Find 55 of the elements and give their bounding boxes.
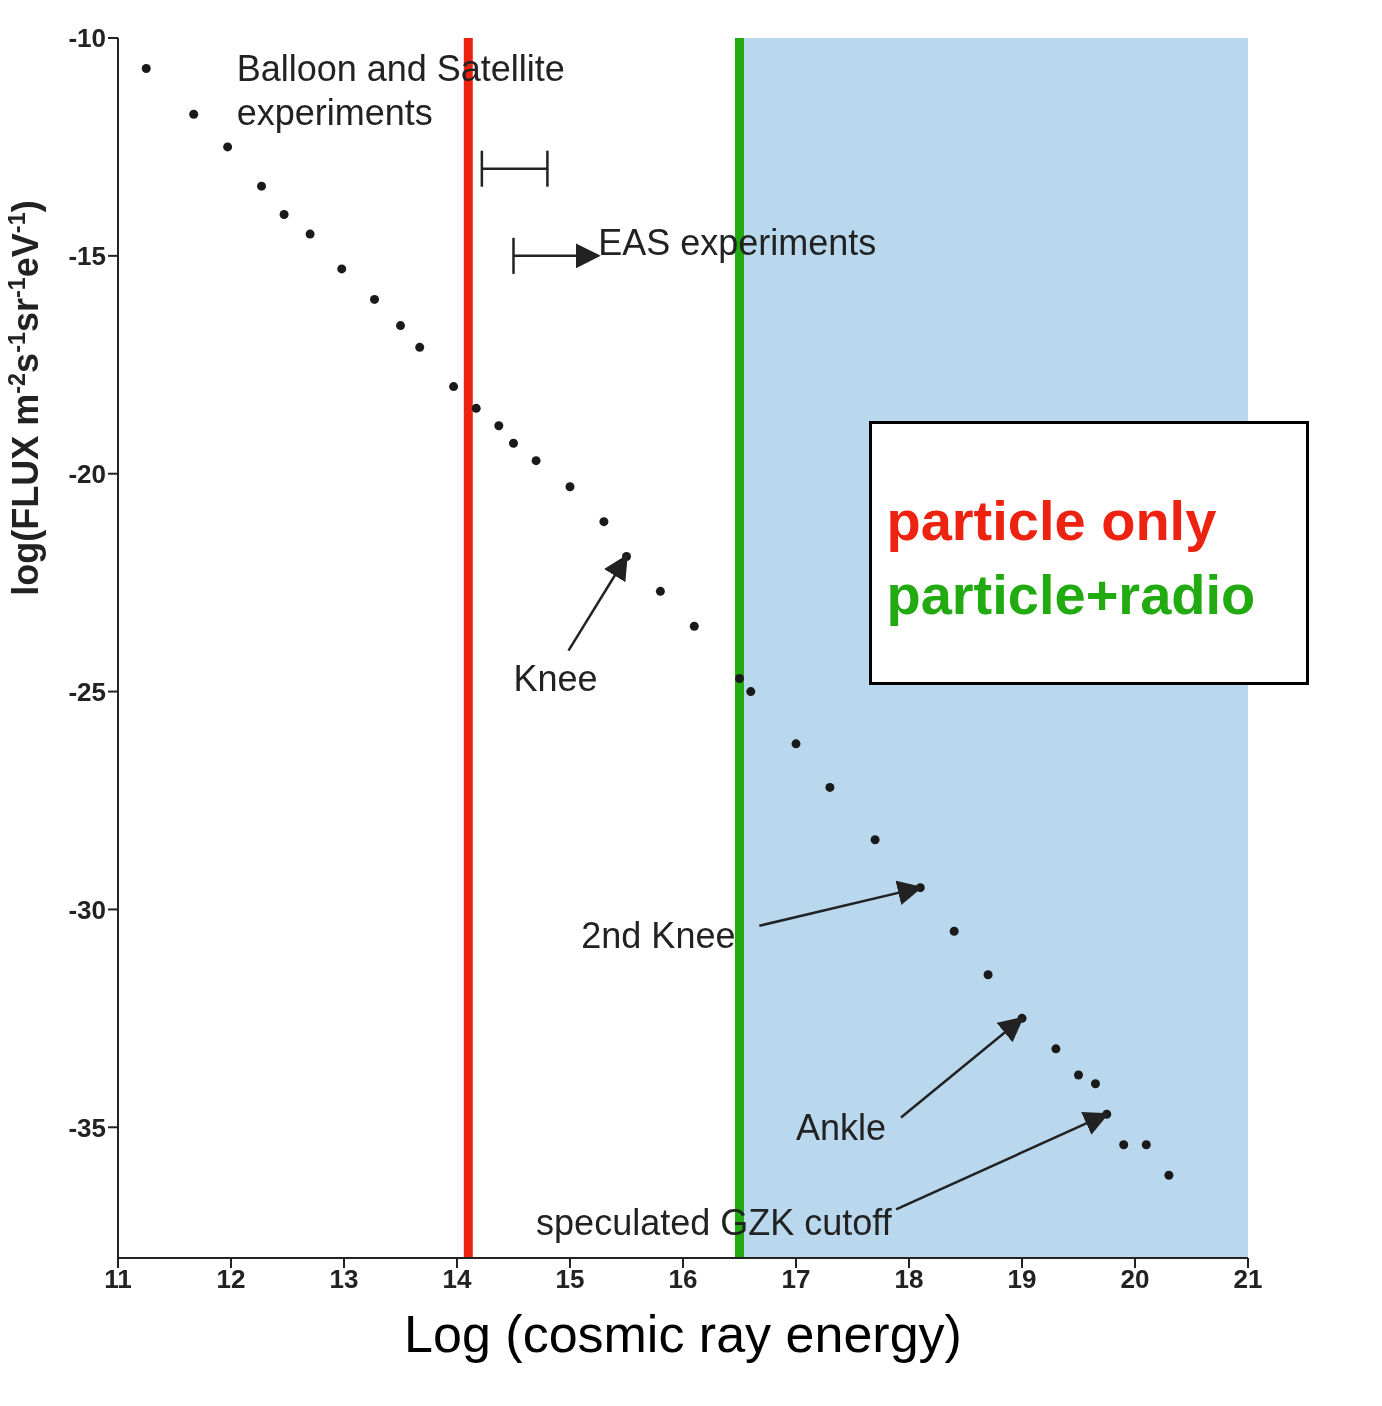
point (1074, 1070, 1083, 1080)
point (1119, 1140, 1129, 1150)
x-tick-label: 20 (1120, 1264, 1150, 1295)
point (1090, 1079, 1100, 1089)
x-tick-label: 18 (894, 1264, 924, 1295)
annotation: Ankle (796, 1105, 888, 1150)
y-tick-label: -20 (68, 458, 106, 489)
point (257, 181, 267, 191)
point (141, 64, 151, 73)
point (1164, 1170, 1174, 1180)
point (509, 438, 518, 448)
point (689, 621, 699, 631)
point (1051, 1044, 1061, 1054)
y-tick-label: -15 (68, 241, 106, 272)
point (449, 382, 459, 392)
x-tick-label: 19 (1007, 1264, 1037, 1295)
ref-line-label: particle only (886, 488, 1218, 555)
point (565, 482, 575, 492)
annotation: 2nd Knee (581, 913, 737, 958)
point (825, 782, 835, 792)
point (1141, 1140, 1151, 1150)
annotation: Knee (513, 656, 599, 701)
point (494, 421, 504, 431)
x-tick-label: 21 (1233, 1264, 1263, 1295)
x-tick-label: 11 (104, 1264, 132, 1295)
point (791, 739, 801, 749)
point (735, 674, 744, 683)
y-tick-label: -25 (68, 676, 106, 707)
point (471, 403, 481, 413)
x-axis-title: Log (cosmic ray energy) (404, 1305, 962, 1363)
point (189, 109, 199, 119)
ref-line-label: particle+radio (886, 562, 1257, 629)
point (305, 229, 315, 239)
x-tick-label: 12 (216, 1264, 246, 1295)
x-tick-label: 14 (442, 1264, 472, 1295)
y-tick-label: -30 (68, 894, 106, 925)
x-tick-label: 17 (781, 1264, 811, 1295)
y-tick-label: -10 (68, 23, 106, 54)
point (949, 926, 959, 936)
point (415, 342, 425, 352)
x-tick-label: 13 (329, 1264, 359, 1295)
point (983, 970, 993, 980)
point (655, 586, 665, 596)
point (870, 835, 880, 845)
point (396, 321, 405, 331)
y-tick-label: -35 (68, 1112, 106, 1143)
x-tick-label: 15 (555, 1264, 585, 1295)
point (223, 142, 233, 152)
point (337, 264, 347, 274)
point (370, 294, 380, 304)
point (746, 687, 756, 697)
point (531, 456, 541, 466)
point (279, 209, 289, 219)
x-tick-label: 16 (668, 1264, 698, 1295)
point (599, 517, 609, 527)
